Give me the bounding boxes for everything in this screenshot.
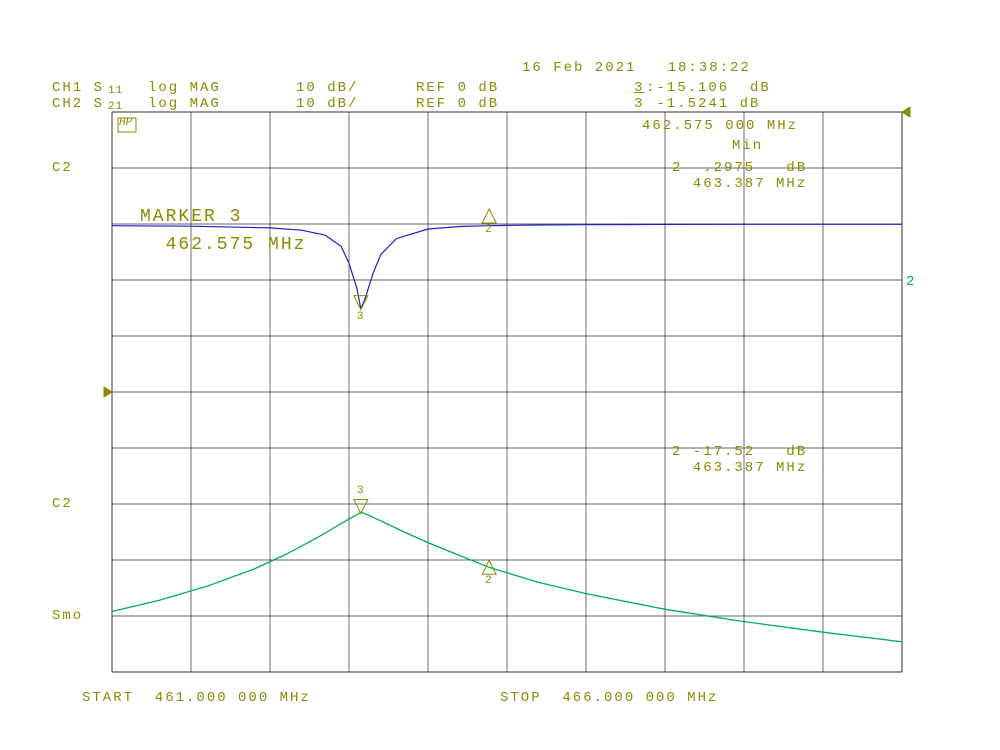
left-c2-bot: C2 bbox=[52, 496, 73, 512]
marker-label: 2 bbox=[485, 575, 493, 587]
trace-edge-label: 2 bbox=[906, 274, 916, 290]
marker-triangle-icon bbox=[354, 500, 368, 514]
ch2-marker-id: 3 bbox=[634, 96, 644, 112]
left-smo: Smo bbox=[52, 608, 83, 624]
ch1-marker-id: 3 bbox=[634, 80, 644, 96]
marker-title: MARKER 3 bbox=[140, 207, 242, 227]
info2-r1: 2 -17.52 dB bbox=[672, 444, 807, 460]
info-r2: 463.387 MHz bbox=[672, 176, 807, 192]
left-c2-top: C2 bbox=[52, 160, 73, 176]
ch1-param: 11 bbox=[108, 85, 123, 97]
ch1-scale: 10 dB/ bbox=[296, 80, 358, 96]
ch1-ref: REF 0 dB bbox=[416, 80, 499, 96]
info-freq: 462.575 000 MHz bbox=[642, 118, 798, 134]
footer-stop: STOP 466.000 000 MHz bbox=[500, 690, 718, 706]
marker-triangle-icon bbox=[482, 209, 496, 223]
marker-freq: 462.575 MHz bbox=[140, 235, 306, 255]
ch2-label: CH2 S bbox=[52, 96, 104, 112]
ch2-param: 21 bbox=[108, 101, 123, 113]
marker-label: 2 bbox=[485, 224, 493, 236]
marker-label: 3 bbox=[357, 311, 365, 323]
ch1-mode: log MAG bbox=[148, 80, 221, 96]
info2-r2: 463.387 MHz bbox=[672, 460, 807, 476]
ref-tick-icon bbox=[902, 107, 910, 117]
hp-icon-label: HP bbox=[119, 117, 132, 129]
datetime-label: 16 Feb 2021 18:38:22 bbox=[522, 60, 751, 76]
ch2-marker-val: -1.5241 dB bbox=[646, 96, 760, 112]
ch2-ref: REF 0 dB bbox=[416, 96, 499, 112]
ch2-mode: log MAG bbox=[148, 96, 221, 112]
marker-label: 3 bbox=[357, 485, 365, 497]
ch1-label: CH1 S bbox=[52, 80, 104, 96]
ref-tick-icon bbox=[104, 387, 112, 397]
ch1-marker-val: :-15.106 dB bbox=[646, 80, 771, 96]
info-min: Min bbox=[732, 138, 763, 154]
vna-plot-svg bbox=[0, 0, 1000, 750]
footer-start: START 461.000 000 MHz bbox=[82, 690, 311, 706]
info-r1: 2 .2975 dB bbox=[672, 160, 807, 176]
ch2-scale: 10 dB/ bbox=[296, 96, 358, 112]
